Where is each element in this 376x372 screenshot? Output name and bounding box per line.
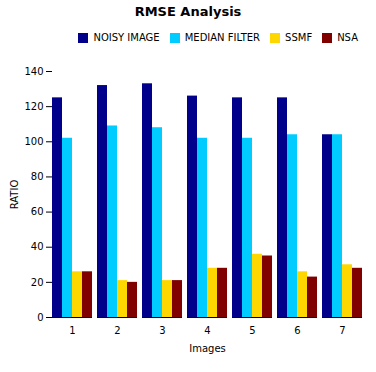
svg-text:3: 3 xyxy=(159,325,165,336)
html-text:NSA: NSA xyxy=(337,32,358,43)
svg-text:Images: Images xyxy=(189,343,226,354)
html-text:MEDIAN FILTER: MEDIAN FILTER xyxy=(184,32,261,43)
html-text:NOISY IMAGE: NOISY IMAGE xyxy=(93,32,160,43)
svg-text:1: 1 xyxy=(69,325,75,336)
svg-text:120: 120 xyxy=(24,101,43,112)
html-text:SSMF: SSMF xyxy=(285,32,313,43)
svg-text:60: 60 xyxy=(31,206,44,217)
svg-text:140: 140 xyxy=(24,66,43,77)
svg-text:RATIO: RATIO xyxy=(9,180,20,210)
html-text:RMSE Analysis: RMSE Analysis xyxy=(134,4,242,19)
svg-text:0: 0 xyxy=(37,312,43,323)
svg-text:100: 100 xyxy=(24,136,43,147)
svg-text:4: 4 xyxy=(204,325,210,336)
svg-text:80: 80 xyxy=(31,171,44,182)
svg-text:5: 5 xyxy=(249,325,255,336)
svg-text:40: 40 xyxy=(31,241,44,252)
svg-text:6: 6 xyxy=(294,325,300,336)
svg-text:2: 2 xyxy=(114,325,120,336)
svg-text:7: 7 xyxy=(339,325,345,336)
svg-text:20: 20 xyxy=(31,277,44,288)
